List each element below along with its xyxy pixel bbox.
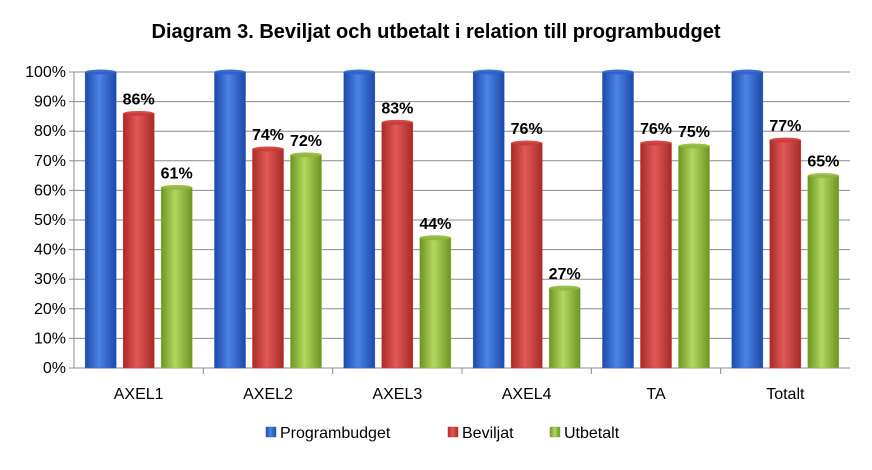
data-label: 86% [123, 91, 155, 108]
y-axis-ticks: 0% 10% 20% 30% 40% 50% 60% 70% 80% 90% 100% [25, 64, 66, 377]
y-tick-label: 40% [34, 242, 66, 259]
data-label: 27% [549, 266, 581, 283]
bar-top-cap [602, 69, 634, 75]
data-label: 76% [511, 121, 543, 138]
legend-swatch-utbetalt [549, 426, 561, 438]
y-tick-label: 100% [25, 64, 66, 81]
data-label: 77% [769, 118, 801, 135]
legend: Programbudget Beviljat Utbetalt [265, 425, 620, 442]
bar-top-cap [473, 69, 505, 75]
y-tick-label: 70% [34, 153, 66, 170]
data-label: 61% [161, 165, 193, 182]
bar-programbudget-totalt [731, 71, 764, 369]
bar-top-cap [678, 143, 710, 149]
chart-title: Diagram 3. Beviljat och utbetalt i relat… [152, 21, 721, 43]
y-tick-label: 30% [34, 271, 66, 288]
bar-programbudget-ta [602, 71, 634, 369]
bar-top-cap [381, 119, 413, 125]
bar-top-cap [85, 69, 117, 75]
legend-label-utbetalt: Utbetalt [564, 425, 620, 442]
legend-label-programbudget: Programbudget [280, 425, 391, 442]
bar-programbudget-axel1 [84, 71, 117, 369]
bar-beviljat-axel2 [252, 148, 284, 369]
y-tick-label: 80% [34, 123, 66, 140]
y-tick-label: 10% [34, 330, 66, 347]
bar-programbudget-axel2 [214, 71, 246, 369]
y-tick-label: 60% [34, 182, 66, 199]
bar-top-cap [419, 235, 451, 241]
data-labels: 86% 61% 74% 72% 83% 44% 76% 27% 76% 75% 77% 65% [123, 91, 840, 283]
data-label: 72% [290, 133, 322, 150]
bar-utbetalt-axel3 [419, 237, 452, 369]
bar-top-cap [731, 69, 763, 75]
x-tick-label: TA [646, 386, 666, 403]
data-label: 75% [678, 124, 710, 141]
bar-beviljat-ta [640, 142, 672, 369]
data-label: 76% [640, 121, 672, 138]
bar-beviljat-axel3 [381, 122, 414, 369]
data-label: 83% [381, 100, 413, 117]
bar-programbudget-axel3 [343, 71, 376, 369]
bar-utbetalt-axel2 [290, 154, 322, 369]
bar-beviljat-axel4 [510, 142, 543, 369]
bar-top-cap [640, 140, 672, 146]
bar-top-cap [549, 285, 581, 291]
data-label: 65% [807, 154, 839, 171]
bar-beviljat-axel1 [122, 113, 155, 369]
bar-utbetalt-axel4 [548, 287, 581, 369]
y-tick-label: 0% [43, 360, 66, 377]
gridlines [69, 71, 850, 374]
bar-beviljat-totalt [769, 139, 802, 369]
bar-programbudget-axel4 [472, 71, 505, 369]
x-tick-label: AXEL1 [114, 386, 164, 403]
bar-utbetalt-axel1 [160, 187, 193, 369]
bar-top-cap [769, 137, 801, 143]
bar-top-cap [214, 69, 246, 75]
legend-label-beviljat: Beviljat [462, 425, 514, 442]
legend-swatch-beviljat [447, 426, 459, 438]
y-tick-label: 90% [34, 94, 66, 111]
bar-top-cap [343, 69, 375, 75]
legend-swatch-programbudget [265, 426, 277, 438]
bar-top-cap [161, 184, 193, 190]
bar-top-cap [511, 140, 543, 146]
bar-utbetalt-totalt [807, 175, 840, 369]
x-tick-label: AXEL3 [372, 386, 422, 403]
bar-top-cap [252, 146, 284, 152]
data-label: 44% [419, 216, 451, 233]
x-tick-label: AXEL4 [502, 386, 552, 403]
bar-top-cap [807, 173, 839, 179]
y-tick-label: 20% [34, 301, 66, 318]
x-tick-label: AXEL2 [243, 386, 293, 403]
y-tick-label: 50% [34, 212, 66, 229]
bar-top-cap [123, 110, 155, 116]
bar-utbetalt-ta [678, 145, 710, 369]
bars [84, 69, 840, 369]
data-label: 74% [252, 127, 284, 144]
x-tick-label: Totalt [766, 386, 805, 403]
x-axis-ticks: AXEL1 AXEL2 AXEL3 AXEL4 TA Totalt [114, 386, 805, 403]
bar-top-cap [290, 152, 322, 158]
